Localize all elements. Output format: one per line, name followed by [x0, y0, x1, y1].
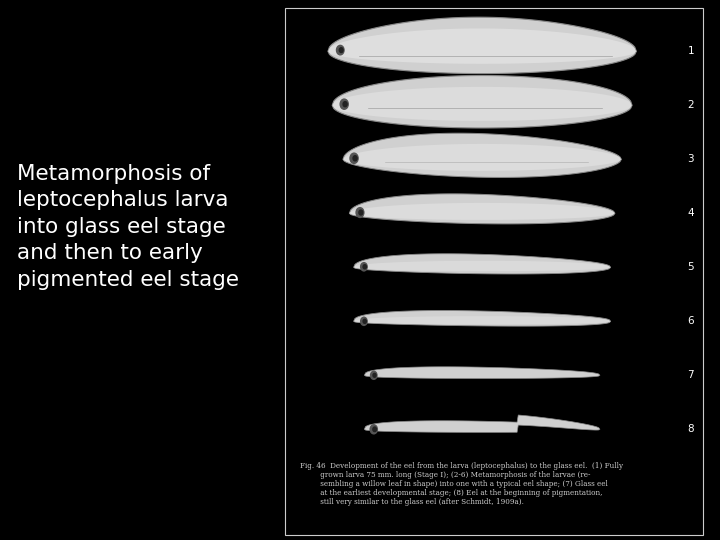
Circle shape — [363, 319, 366, 323]
Text: 4: 4 — [688, 208, 694, 218]
Polygon shape — [354, 310, 611, 326]
Text: Metamorphosis of
leptocephalus larva
into glass eel stage
and then to early
pigm: Metamorphosis of leptocephalus larva int… — [17, 164, 239, 289]
Polygon shape — [332, 87, 632, 121]
Text: 1: 1 — [688, 46, 694, 56]
Text: 6: 6 — [688, 316, 694, 326]
Polygon shape — [343, 133, 621, 178]
Polygon shape — [349, 203, 615, 220]
Circle shape — [336, 45, 344, 55]
Polygon shape — [349, 194, 615, 224]
Circle shape — [363, 265, 366, 269]
Circle shape — [350, 153, 358, 164]
Circle shape — [373, 427, 377, 431]
Circle shape — [373, 373, 376, 377]
Circle shape — [361, 262, 367, 271]
Polygon shape — [328, 29, 636, 64]
Polygon shape — [354, 316, 611, 325]
Circle shape — [340, 99, 348, 109]
Circle shape — [339, 48, 343, 52]
Text: 2: 2 — [688, 100, 694, 110]
Circle shape — [359, 210, 363, 215]
Circle shape — [343, 102, 347, 107]
Text: 8: 8 — [688, 424, 694, 434]
Circle shape — [370, 425, 377, 434]
Circle shape — [371, 372, 377, 379]
Text: Fig. 46  Development of the eel from the larva (leptocephalus) to the glass eel.: Fig. 46 Development of the eel from the … — [300, 462, 624, 507]
Circle shape — [361, 317, 367, 326]
Polygon shape — [364, 367, 600, 379]
Text: 7: 7 — [688, 370, 694, 380]
Polygon shape — [354, 254, 611, 274]
Polygon shape — [354, 261, 611, 271]
Circle shape — [356, 208, 364, 218]
Polygon shape — [328, 17, 636, 73]
Polygon shape — [364, 415, 600, 433]
Text: 5: 5 — [688, 262, 694, 272]
Polygon shape — [343, 144, 621, 171]
Text: 3: 3 — [688, 154, 694, 164]
Circle shape — [353, 156, 357, 161]
Polygon shape — [332, 76, 632, 128]
